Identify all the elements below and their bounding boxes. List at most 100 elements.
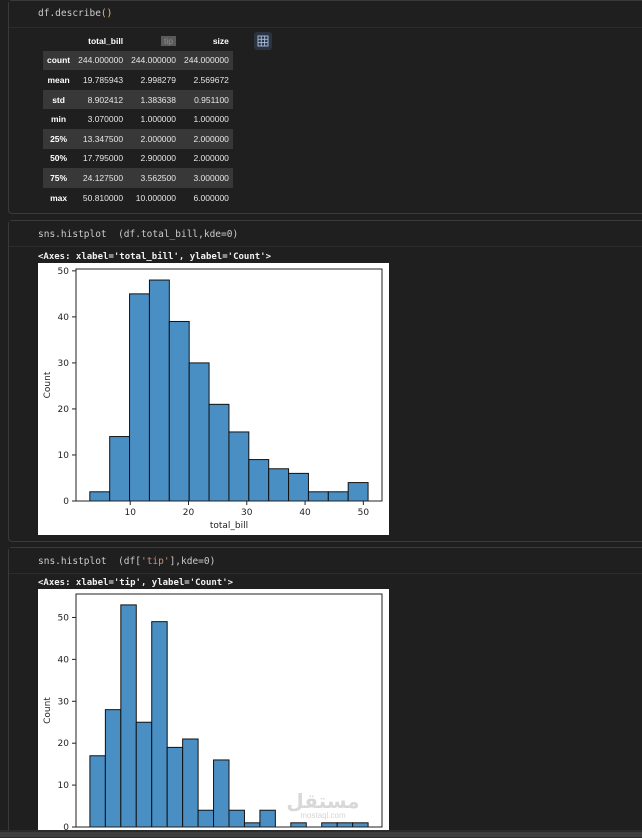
histogram-total-bill-svg: 0 10 20 30 40 50 10 20 30 40 50 Count total_bill xyxy=(43,267,383,531)
code-text: sns.histplot xyxy=(38,556,119,567)
y-axis-label: Count xyxy=(43,371,53,398)
histogram-bar xyxy=(89,491,111,502)
y-tick-label: 20 xyxy=(58,739,70,749)
table-cell: 1.000000 xyxy=(193,114,229,125)
histogram-bar xyxy=(104,709,122,828)
histogram-bar xyxy=(228,809,245,828)
row-label: 50% xyxy=(50,153,68,164)
code-cell-describe[interactable]: df.describe() xyxy=(9,1,642,28)
histogram-tip: 0 10 20 30 40 50 Count xyxy=(38,589,389,833)
histogram-bar xyxy=(290,822,307,828)
y-tick-label: 50 xyxy=(58,267,70,277)
code-line[interactable]: sns.histplot (df.total_bill,kde=0) xyxy=(38,229,238,240)
x-axis-label: total_bill xyxy=(210,521,248,531)
table-cell: 3.000000 xyxy=(193,172,229,183)
table-row: count 244.000000 244.000000 244.000000 xyxy=(43,50,233,71)
y-tick-label: 40 xyxy=(58,655,70,665)
output-label: <Axes: xlabel='tip', ylabel='Count'> xyxy=(38,578,234,588)
table-row: 75% 24.127500 3.562500 3.000000 xyxy=(43,168,233,188)
table-row: min 3.070000 1.000000 1.000000 xyxy=(43,109,233,129)
axes-frame xyxy=(75,593,383,828)
table-row: max 50.810000 10.000000 6.000000 xyxy=(43,187,233,208)
histogram-bar xyxy=(151,621,168,828)
table-grid-icon[interactable] xyxy=(254,32,272,50)
y-tick-label: 30 xyxy=(58,359,70,369)
table-row: std 8.902412 1.383638 0.951100 xyxy=(43,89,233,110)
row-label: mean xyxy=(47,74,70,85)
y-tick-label: 40 xyxy=(58,313,70,323)
scrollbar-thumb[interactable] xyxy=(0,832,642,837)
x-tick-label: 20 xyxy=(183,508,195,518)
y-tick-label: 10 xyxy=(58,781,70,791)
histogram-bar xyxy=(109,436,131,502)
column-header: total_bill xyxy=(88,35,124,46)
histogram-tip-svg: 0 10 20 30 40 50 Count xyxy=(43,593,383,833)
notebook-cell-hist-tip[interactable]: sns.histplot (df['tip'],kde=0) <Axes: xl… xyxy=(8,547,642,838)
table-cell: 244.000000 xyxy=(131,55,176,66)
histogram-bar xyxy=(182,738,199,828)
table-row: mean 19.785943 2.998279 2.569672 xyxy=(43,70,233,90)
histogram-bar xyxy=(243,822,261,828)
table-cell: 2.900000 xyxy=(140,153,176,164)
histogram-bar xyxy=(213,759,230,828)
histogram-bar xyxy=(197,809,215,828)
y-tick-label: 30 xyxy=(58,697,70,707)
table-cell: 50.810000 xyxy=(82,192,124,203)
code-text: df.describe xyxy=(38,8,101,19)
y-tick-label: 0 xyxy=(63,497,69,507)
histogram-bar xyxy=(268,468,290,502)
watermark-latin: mostaql.com xyxy=(300,811,346,820)
code-args: (df[ xyxy=(118,556,141,567)
row-label: 75% xyxy=(50,172,68,183)
notebook-cell-hist-total-bill[interactable]: sns.histplot (df.total_bill,kde=0) <Axes… xyxy=(8,220,642,542)
code-cell-hist-tip[interactable]: sns.histplot (df['tip'],kde=0) xyxy=(9,548,642,574)
code-paren: () xyxy=(100,8,113,19)
table-cell: 244.000000 xyxy=(78,55,124,66)
histogram-bar xyxy=(336,822,354,828)
table-cell: 3.562500 xyxy=(140,172,176,183)
table-cell: 244.000000 xyxy=(183,55,229,66)
table-cell: 19.785943 xyxy=(82,74,124,85)
histogram-bar xyxy=(228,431,250,502)
code-line[interactable]: sns.histplot (df['tip'],kde=0) xyxy=(38,556,215,567)
y-tick-label: 0 xyxy=(63,823,69,831)
histogram-bar xyxy=(259,809,276,828)
x-tick-label: 40 xyxy=(299,508,311,518)
histogram-bar xyxy=(248,459,270,502)
histogram-bar xyxy=(347,482,369,502)
histogram-bar xyxy=(321,822,338,828)
code-cell-hist-total-bill[interactable]: sns.histplot (df.total_bill,kde=0) xyxy=(9,221,642,247)
y-tick-label: 50 xyxy=(58,613,70,623)
table-cell: 8.902412 xyxy=(87,94,124,105)
output-label: <Axes: xlabel='total_bill', ylabel='Coun… xyxy=(38,252,271,262)
histogram-bar xyxy=(166,746,184,828)
column-header: size xyxy=(212,35,229,46)
table-cell: 17.795000 xyxy=(82,153,124,164)
histogram-bar xyxy=(188,362,210,502)
y-axis-label: Count xyxy=(43,697,53,724)
table-cell: 1.000000 xyxy=(140,114,176,125)
histogram-bar xyxy=(168,320,190,502)
table-cell: 2.000000 xyxy=(193,133,229,144)
notebook-cell-describe[interactable]: df.describe() total_bill tip size count 2… xyxy=(8,0,642,214)
x-tick-label: 10 xyxy=(124,508,136,518)
column-header-tip: tip xyxy=(161,35,176,46)
histogram-bar xyxy=(352,822,369,828)
code-text: sns.histplot xyxy=(38,229,119,240)
histogram-bar xyxy=(89,755,106,828)
code-line[interactable]: df.describe() xyxy=(38,8,112,19)
table-cell: 3.070000 xyxy=(87,114,124,125)
mostaql-watermark: مستقل mostaql.com xyxy=(286,789,359,820)
column-header: tip xyxy=(127,31,180,51)
axes-frame xyxy=(75,268,383,502)
table-cell: 6.000000 xyxy=(193,192,229,203)
table-cell: 2.998279 xyxy=(140,74,176,85)
histogram-bar xyxy=(288,472,309,502)
histogram-bar xyxy=(129,293,150,502)
histogram-total-bill: 0 10 20 30 40 50 10 20 30 40 50 Count total_bill xyxy=(38,263,389,535)
code-args: ],kde=0) xyxy=(169,556,216,567)
y-tick-label: 20 xyxy=(58,405,70,415)
table-cell: 2.000000 xyxy=(193,153,229,164)
row-label: count xyxy=(47,55,71,66)
code-string: 'tip' xyxy=(140,556,170,567)
